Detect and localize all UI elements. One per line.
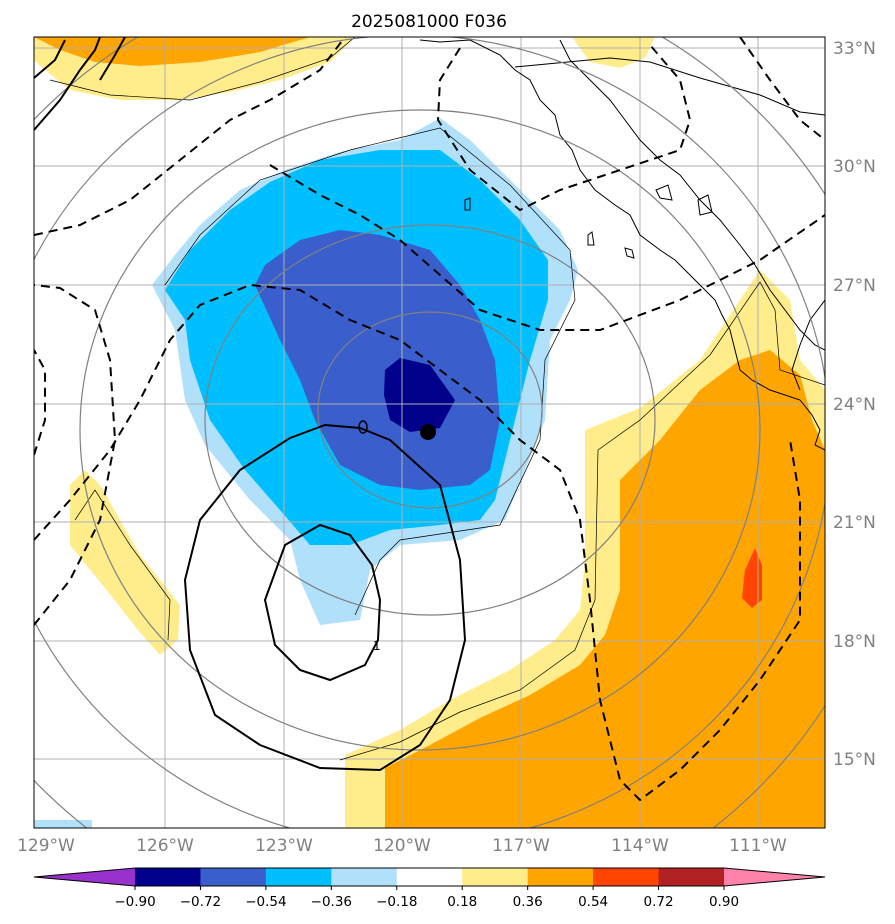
coast-island-2 [697, 194, 713, 216]
coast-mainland [419, 39, 825, 451]
colorbar-bin-3 [265, 868, 332, 886]
lat-label-15: 15°N [833, 750, 876, 770]
positive-shading-west-light [70, 470, 180, 655]
colorbar: −0.90 −0.72 −0.54 −0.36 −0.18 0.18 0.36 0.54 0.7… [33, 867, 826, 910]
colorbar-label-5: 0.18 [447, 894, 477, 910]
lon-label-120: 120°W [373, 836, 431, 856]
colorbar-label-7: 0.54 [578, 894, 608, 910]
shading-outline-center [164, 127, 576, 616]
colorbar-bin-0 [34, 868, 135, 886]
shading-negative [34, 118, 578, 828]
border-north [514, 57, 825, 116]
colorbar-bin-7 [527, 868, 594, 886]
colorbar-label-2: −0.54 [245, 894, 286, 910]
lat-labels: 33°N 30°N 27°N 24°N 21°N 18°N 15°N [833, 39, 876, 770]
solid-contour-nw-3 [99, 37, 126, 81]
dashed-contour-1 [436, 44, 692, 212]
colorbar-label-6: 0.36 [513, 894, 543, 910]
dashed-contour-7 [739, 37, 825, 141]
positive-shading-se-red [742, 548, 762, 608]
dashed-contour-3 [34, 37, 346, 236]
lat-label-27: 27°N [833, 276, 876, 296]
lon-label-123: 123°W [255, 836, 313, 856]
lon-label-129: 129°W [17, 836, 75, 856]
dashed-contour-6 [34, 349, 46, 456]
shading-outline-east [339, 281, 825, 761]
coast-island-4 [464, 197, 471, 211]
lon-label-111: 111°W [729, 836, 787, 856]
low-center-marker [420, 424, 436, 440]
positive-shading-nw-orange [34, 37, 310, 66]
lat-label-30: 30°N [833, 157, 876, 177]
contour-label: 1 [373, 639, 381, 653]
solid-contour-nw-2 [34, 39, 66, 79]
solid-contour-nw-1 [34, 37, 101, 131]
colorbar-bin-6 [462, 868, 529, 886]
lat-label-33: 33°N [833, 39, 876, 59]
dashed-contour-2 [269, 164, 825, 331]
lon-label-114: 114°W [611, 836, 669, 856]
map-frame [33, 36, 826, 829]
colorbar-bin-9 [658, 868, 725, 886]
dashed-contour-5 [34, 284, 117, 626]
gridlines [34, 37, 825, 828]
contour-marker-small [358, 420, 368, 434]
colorbar-label-0: −0.90 [114, 894, 155, 910]
coastlines [419, 39, 825, 451]
colorbar-bin-2 [200, 868, 267, 886]
gray-contour-3 [79, 109, 761, 751]
lat-label-18: 18°N [833, 632, 876, 652]
dashed-contours [34, 37, 825, 802]
shading-positive [34, 37, 825, 828]
colorbar-label-9: 0.90 [709, 894, 739, 910]
colorbar-bin-5 [396, 868, 463, 886]
shading-outline-north [49, 37, 356, 101]
colorbar-bin-8 [593, 868, 660, 886]
colorbar-label-3: −0.36 [311, 894, 352, 910]
lon-labels: 129°W 126°W 123°W 120°W 117°W 114°W 111°… [17, 836, 787, 856]
coast-island-1 [655, 184, 673, 201]
colorbar-label-1: −0.72 [180, 894, 221, 910]
coast-island-3 [587, 231, 595, 246]
negative-shading-sw-corner [34, 820, 92, 828]
lat-label-24: 24°N [833, 395, 876, 415]
positive-shading-se-orange [385, 350, 825, 828]
solid-contours [34, 37, 467, 772]
coast-island-5 [624, 247, 635, 259]
colorbar-bin-4 [331, 868, 398, 886]
colorbar-bin-1 [135, 868, 201, 886]
colorbar-label-4: −0.18 [376, 894, 417, 910]
coast-gulf-east [791, 299, 825, 391]
gray-contour-1 [317, 311, 543, 509]
coast-baja-interior [559, 39, 825, 351]
lon-label-126: 126°W [136, 836, 194, 856]
solid-contour-inner [263, 523, 382, 682]
gray-contour-2 [204, 224, 656, 616]
colorbar-label-8: 0.72 [644, 894, 674, 910]
solid-contour-outer [183, 423, 467, 772]
lon-label-117: 117°W [492, 836, 550, 856]
dashed-contour-4 [34, 283, 801, 802]
shading-outlines [49, 37, 825, 761]
colorbar-bin-10 [724, 868, 825, 886]
figure-title: 2025081000 F036 [351, 12, 507, 32]
lat-label-21: 21°N [833, 513, 876, 533]
